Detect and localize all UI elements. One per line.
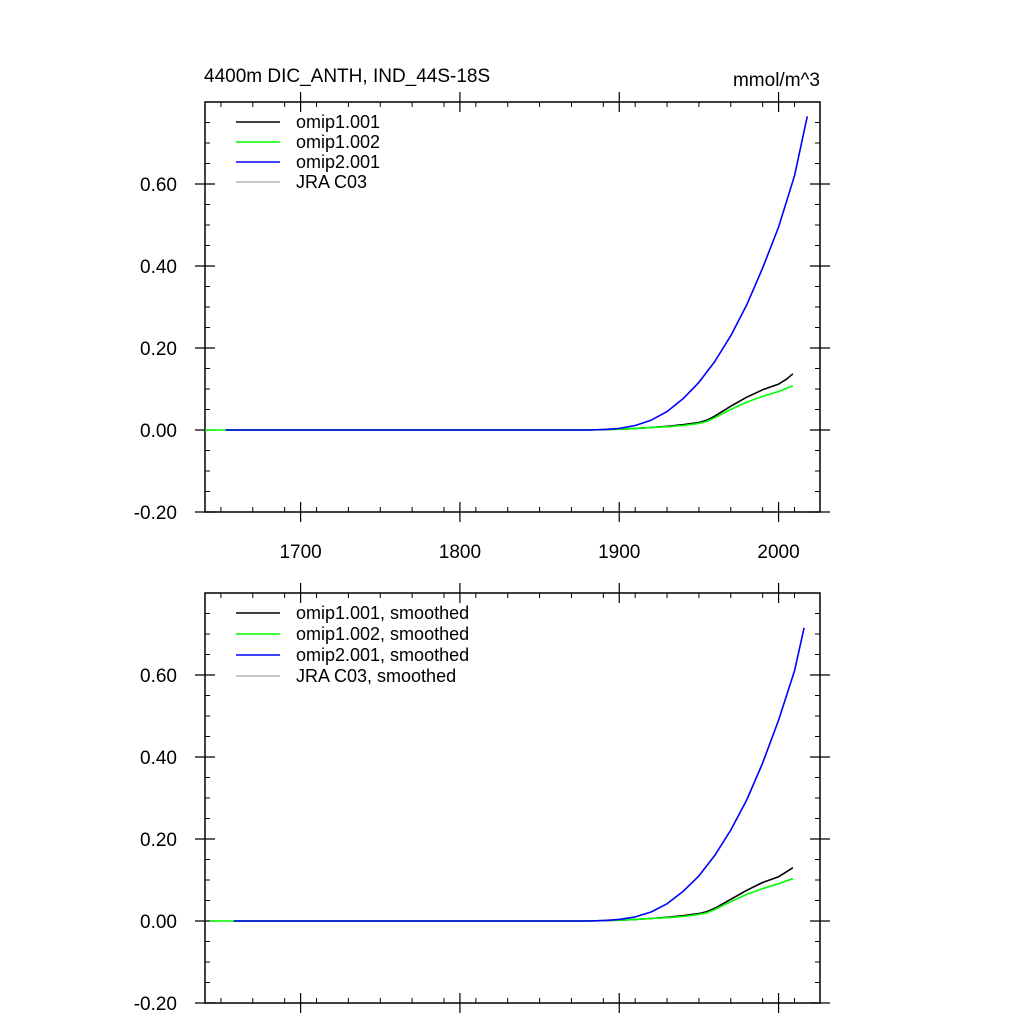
y-tick-label: 0.40 bbox=[140, 257, 177, 278]
panel-top-chart: 4400m DIC_ANTH, IND_44S-18S mmol/m^3 -0.… bbox=[134, 66, 830, 563]
panel-bottom-chart: -0.20 0.00 0.20 0.40 0.60 omip1.001, smoothed… bbox=[134, 583, 830, 1015]
x-tick-label: 1700 bbox=[279, 542, 321, 563]
series-line bbox=[209, 878, 794, 922]
y-tick-label: -0.20 bbox=[134, 503, 177, 524]
legend-label: omip2.001 bbox=[296, 152, 380, 172]
y-tick-label: 0.20 bbox=[140, 339, 177, 360]
legend-label: omip2.001, smoothed bbox=[296, 645, 469, 665]
x-tick-label: 2000 bbox=[757, 542, 799, 563]
y-tick-label: 0.60 bbox=[140, 666, 177, 687]
chart-title: 4400m DIC_ANTH, IND_44S-18S bbox=[204, 66, 490, 87]
series-line bbox=[205, 384, 794, 431]
legend-label: omip1.001, smoothed bbox=[296, 603, 469, 623]
legend-label: omip1.002, smoothed bbox=[296, 624, 469, 644]
series-line bbox=[225, 116, 809, 431]
legend-label: JRA C03 bbox=[296, 172, 367, 192]
y-tick-label: 0.20 bbox=[140, 830, 177, 851]
series-line bbox=[233, 867, 794, 922]
legend-label: JRA C03, smoothed bbox=[296, 666, 456, 686]
series-line bbox=[233, 627, 805, 922]
y-tick-label: -0.20 bbox=[134, 994, 177, 1015]
chart-units-label: mmol/m^3 bbox=[733, 70, 820, 91]
y-tick-label: 0.00 bbox=[140, 421, 177, 442]
legend-label: omip1.002 bbox=[296, 132, 380, 152]
y-tick-label: 0.00 bbox=[140, 912, 177, 933]
y-tick-label: 0.40 bbox=[140, 748, 177, 769]
legend-label: omip1.001 bbox=[296, 112, 380, 132]
x-tick-label: 1900 bbox=[598, 542, 640, 563]
y-tick-label: 0.60 bbox=[140, 175, 177, 196]
x-tick-label: 1800 bbox=[439, 542, 481, 563]
